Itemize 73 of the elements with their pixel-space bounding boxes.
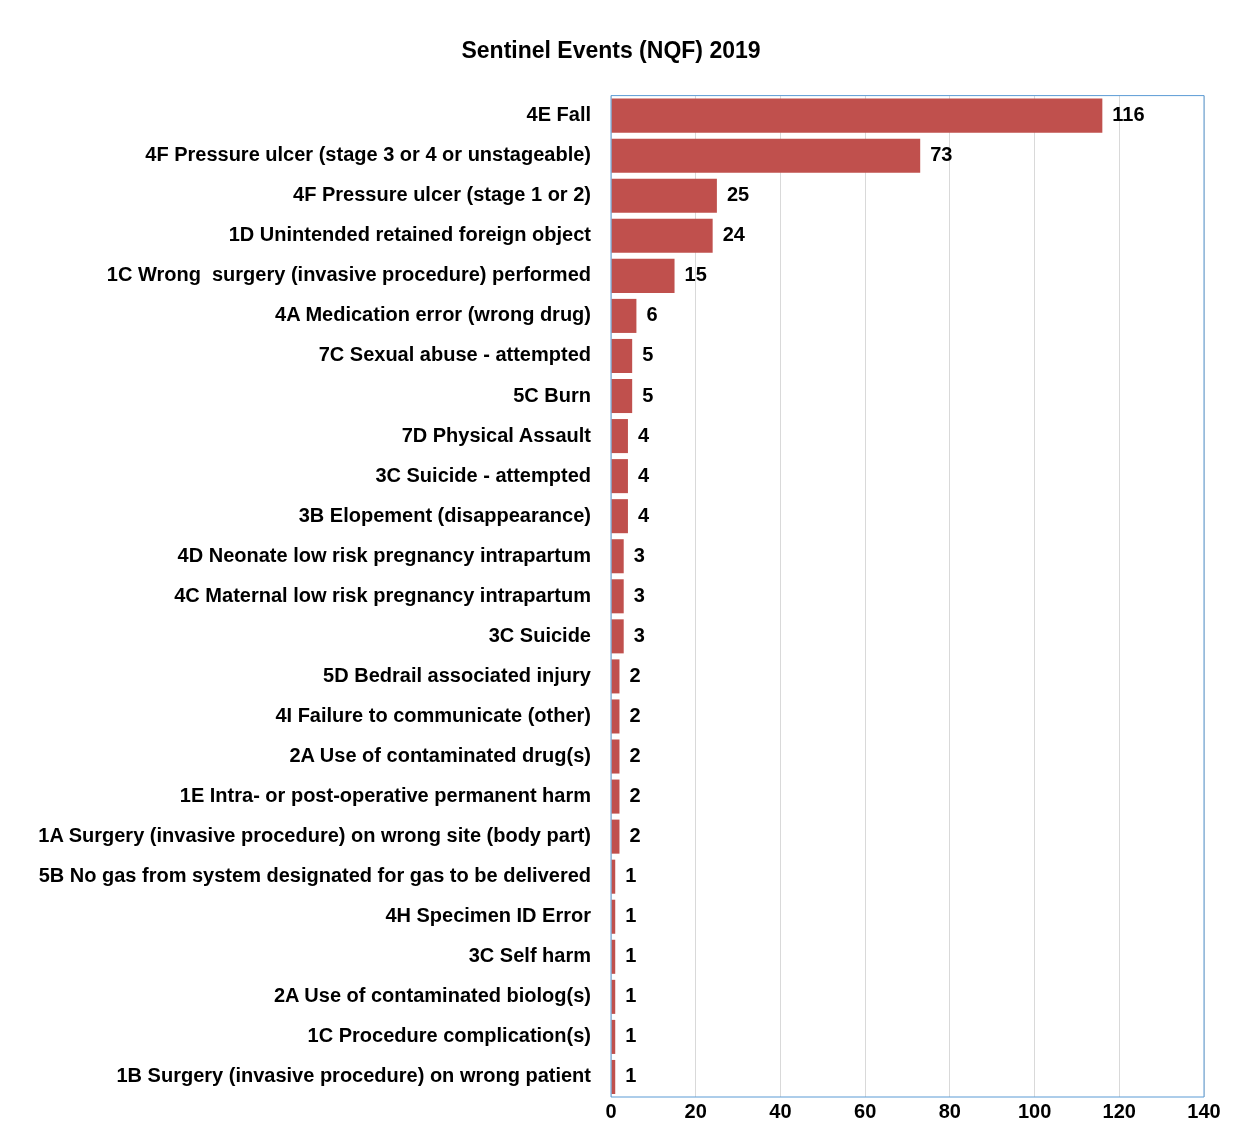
data-label: 1	[625, 944, 637, 967]
data-label: 2	[629, 824, 641, 847]
data-label: 6	[646, 303, 658, 326]
x-tick-label: 60	[854, 1099, 877, 1122]
y-tick-label: 3B Elopement (disappearance)	[298, 503, 591, 526]
y-tick-label: 4E Fall	[526, 103, 591, 126]
data-label: 73	[930, 143, 953, 166]
x-tick-label: 40	[769, 1099, 792, 1122]
chart-title: Sentinel Events (NQF) 2019	[461, 37, 761, 64]
data-label: 1	[625, 1024, 637, 1047]
y-tick-label: 1D Unintended retained foreign object	[228, 223, 592, 246]
y-tick-label: 3C Suicide	[488, 623, 591, 646]
data-label: 3	[633, 623, 645, 646]
y-tick-label: 3C Suicide - attempted	[375, 463, 591, 486]
data-label: 1	[625, 1064, 637, 1087]
y-tick-label: 1C Wrong surgery (invasive procedure) performed	[106, 263, 591, 286]
data-label: 5	[642, 343, 654, 366]
y-tick-label: 4A Medication error (wrong drug)	[275, 303, 591, 326]
x-tick-label: 120	[1102, 1099, 1136, 1122]
y-tick-label: 2A Use of contaminated drug(s)	[289, 744, 591, 767]
data-label: 1	[625, 904, 637, 927]
y-tick-label: 4C Maternal low risk pregnancy intrapartum	[174, 583, 591, 606]
y-tick-label: 1C Procedure complication(s)	[307, 1024, 591, 1047]
x-tick-label: 100	[1017, 1099, 1052, 1122]
bar	[611, 539, 624, 574]
y-tick-label: 5B No gas from system designated for gas to be delivered	[38, 864, 591, 887]
x-tick-label: 140	[1187, 1099, 1221, 1122]
y-tick-label: 3C Self harm	[468, 944, 591, 967]
data-label: 4	[637, 503, 650, 526]
y-tick-label: 4D Neonate low risk pregnancy intrapartum	[177, 543, 591, 566]
data-label: 4	[637, 463, 650, 486]
y-tick-label: 7C Sexual abuse - attempted	[318, 343, 591, 366]
bar	[611, 579, 624, 614]
data-label: 4	[637, 423, 650, 446]
y-tick-label: 4H Specimen ID Error	[385, 904, 592, 927]
x-tick-label: 0	[605, 1099, 617, 1122]
y-tick-label: 7D Physical Assault	[401, 423, 592, 446]
y-tick-label: 2A Use of contaminated biolog(s)	[273, 984, 591, 1007]
data-label: 2	[629, 663, 641, 686]
bar	[611, 499, 628, 534]
y-tick-label: 4F Pressure ulcer (stage 3 or 4 or unstageable)	[145, 143, 591, 166]
data-label: 2	[629, 703, 641, 726]
y-tick-label: 4F Pressure ulcer (stage 1 or 2)	[293, 183, 591, 206]
y-tick-label: 4I Failure to communicate (other)	[275, 703, 591, 726]
data-label: 116	[1112, 103, 1145, 126]
bar	[611, 298, 637, 333]
bar	[611, 419, 628, 454]
data-label: 15	[684, 263, 707, 286]
data-label: 1	[625, 984, 637, 1007]
data-label: 5	[642, 383, 654, 406]
data-label: 1	[625, 864, 637, 887]
data-label: 2	[629, 744, 641, 767]
bar	[611, 379, 633, 414]
bar	[611, 138, 921, 173]
bar	[611, 258, 675, 293]
y-tick-label: 5C Burn	[513, 383, 591, 406]
data-label: 25	[726, 183, 750, 206]
bar	[611, 459, 628, 494]
data-label: 2	[629, 784, 641, 807]
y-tick-label: 1B Surgery (invasive procedure) on wrong patient	[116, 1064, 592, 1087]
data-label: 3	[633, 543, 645, 566]
bar	[611, 178, 717, 213]
bar	[611, 98, 1103, 133]
x-tick-label: 20	[684, 1099, 707, 1122]
x-tick-label: 80	[938, 1099, 961, 1122]
y-tick-label: 1A Surgery (invasive procedure) on wrong site (body part)	[38, 824, 591, 847]
bar	[611, 619, 624, 654]
y-tick-label: 5D Bedrail associated injury	[323, 663, 592, 686]
data-label: 24	[722, 223, 746, 246]
data-label: 3	[633, 583, 645, 606]
bar	[611, 338, 633, 373]
y-tick-label: 1E Intra- or post-operative permanent harm	[179, 784, 591, 807]
bar	[611, 218, 713, 253]
